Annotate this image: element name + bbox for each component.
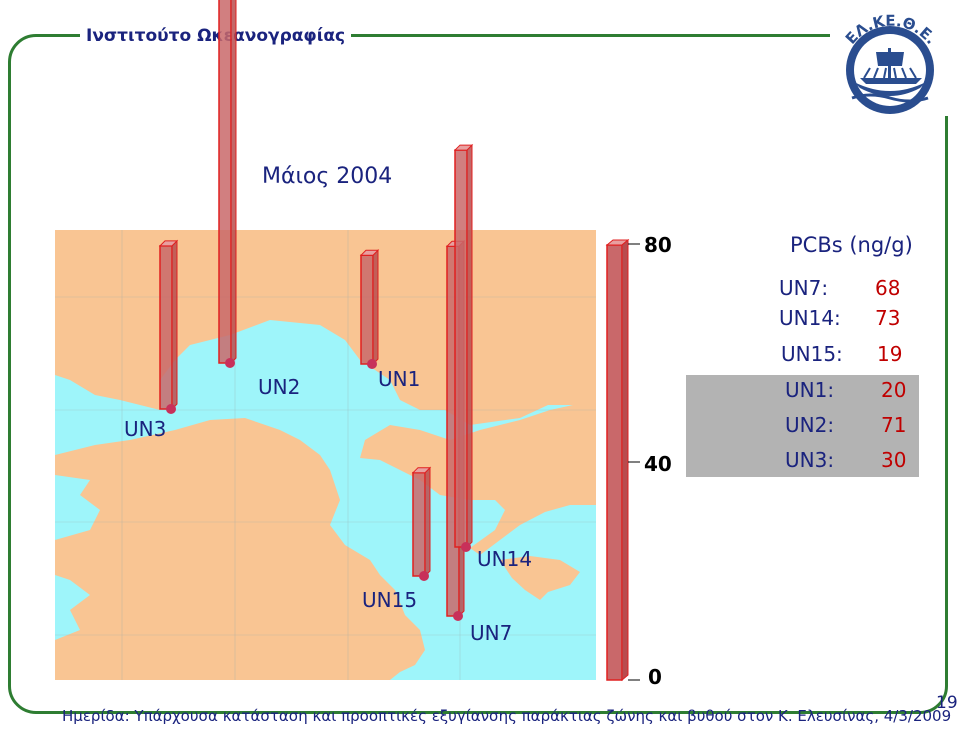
bar-cap-un15 — [411, 467, 432, 474]
bar-cap-un14 — [453, 144, 474, 151]
bar-un14 — [454, 149, 468, 548]
bar-side-un14 — [466, 143, 473, 549]
institute-title: Ινστιτούτο Ωκεανογραφίας — [80, 26, 352, 46]
legend-value-un14: 73 — [875, 306, 901, 330]
legend-label-un1: UN1: — [785, 378, 835, 402]
station-label-un7: UN7 — [470, 621, 512, 645]
legend-value-un1: 20 — [881, 378, 907, 402]
footer-text: Ημερίδα: Υπάρχουσα κατάσταση και προοπτι… — [62, 707, 952, 725]
bar-side-un1 — [372, 249, 379, 366]
bar-un3 — [159, 245, 173, 410]
legend-label-un15: UN15: — [781, 342, 843, 366]
legend-value-un7: 68 — [875, 276, 901, 300]
legend-label-un2: UN2: — [785, 413, 835, 437]
station-dot-un2 — [225, 358, 235, 368]
bar-un2 — [218, 0, 232, 364]
station-dot-un14 — [461, 542, 471, 552]
station-dot-un7 — [453, 611, 463, 621]
legend-value-un3: 30 — [881, 448, 907, 472]
chart-title: Μάιος 2004 — [262, 164, 393, 189]
legend-title: PCBs (ng/g) — [790, 233, 913, 257]
station-dot-un3 — [166, 404, 176, 414]
bar-cap-un3 — [158, 240, 179, 247]
station-dot-un15 — [419, 571, 429, 581]
institute-logo: ΕΛ.ΚΕ.Θ.Ε. — [830, 8, 948, 116]
station-label-un2: UN2 — [258, 375, 300, 399]
scale-bar: 80 40 0 — [605, 233, 672, 689]
legend-label-un3: UN3: — [785, 448, 835, 472]
salamina-island — [55, 418, 425, 680]
legend-highlight — [686, 375, 919, 477]
map — [55, 230, 596, 680]
scale-tick-40: 40 — [644, 452, 672, 476]
legend-value-un15: 19 — [877, 342, 903, 366]
bar-un15 — [412, 471, 426, 577]
scale-tick-80: 80 — [644, 233, 672, 257]
bar-side-un15 — [424, 466, 431, 578]
bar-side-un3 — [171, 239, 178, 411]
perama-coast — [360, 400, 596, 555]
station-label-un15: UN15 — [362, 588, 417, 612]
bar-side-un2 — [230, 0, 237, 365]
page-number: 19 — [936, 693, 958, 713]
scale-tick-0: 0 — [648, 665, 662, 689]
bar-un1 — [360, 254, 374, 365]
station-dot-un1 — [367, 359, 377, 369]
station-label-un3: UN3 — [124, 417, 166, 441]
legend-label-un14: UN14: — [779, 306, 841, 330]
islet — [500, 556, 580, 600]
station-label-un14: UN14 — [477, 547, 532, 571]
legend-value-un2: 71 — [881, 413, 907, 437]
station-label-un1: UN1 — [378, 367, 420, 391]
bar-cap-un1 — [359, 249, 380, 256]
station-bars: UN3 UN2 UN1 UN15 UN7 UN14 — [124, 0, 532, 645]
legend-label-un7: UN7: — [779, 276, 829, 300]
slide-frame — [8, 34, 948, 714]
